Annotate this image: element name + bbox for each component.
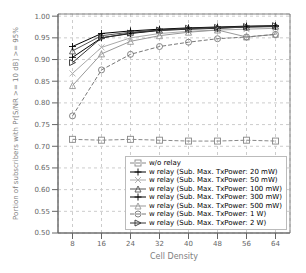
html-text:w/o relay: w/o relay	[148, 159, 181, 167]
svg-text:48: 48	[213, 240, 222, 248]
svg-text:0.95: 0.95	[34, 34, 50, 42]
html-text:w relay (Sub. Max. TxPower: 1: w relay (Sub. Max. TxPower: 1 W)	[148, 210, 267, 218]
svg-text:56: 56	[242, 240, 251, 248]
svg-text:0.75: 0.75	[34, 121, 50, 129]
svg-text:0.80: 0.80	[34, 99, 50, 107]
html-text:w relay (Sub. Max. TxPower: 50: w relay (Sub. Max. TxPower: 50 mW)	[148, 176, 278, 184]
svg-text:Cell Density: Cell Density	[150, 252, 198, 261]
html-text:w relay (Sub. Max. TxPower: 10: w relay (Sub. Max. TxPower: 100 mW)	[148, 184, 282, 193]
svg-text:0.55: 0.55	[34, 208, 50, 216]
html-text:w relay (Sub. Max. TxPower: 50: w relay (Sub. Max. TxPower: 500 mW)	[148, 201, 282, 210]
svg-text:64: 64	[271, 240, 280, 248]
svg-text:16: 16	[97, 240, 106, 248]
svg-text:32: 32	[155, 240, 164, 248]
html-text:w relay (Sub. Max. TxPower: 2: w relay (Sub. Max. TxPower: 2 W)	[148, 218, 267, 227]
svg-text:0.65: 0.65	[34, 164, 50, 172]
svg-text:0.50: 0.50	[34, 229, 50, 237]
svg-text:0.85: 0.85	[34, 78, 50, 86]
svg-text:0.70: 0.70	[34, 143, 50, 151]
svg-text:40: 40	[184, 240, 193, 248]
html-text:w relay (Sub. Max. TxPower: 20: w relay (Sub. Max. TxPower: 20 mW)	[148, 167, 278, 176]
svg-text:8: 8	[70, 240, 74, 248]
svg-text:24: 24	[126, 240, 135, 248]
svg-text:1.00: 1.00	[34, 13, 50, 21]
svg-text:Portion of subscribers with Pr: Portion of subscribers with Pr[S/NR >= 1…	[12, 27, 20, 220]
html-text:w relay (Sub. Max. TxPower: 30: w relay (Sub. Max. TxPower: 300 mW)	[148, 193, 282, 201]
svg-text:0.90: 0.90	[34, 56, 50, 64]
svg-text:0.60: 0.60	[34, 186, 50, 194]
